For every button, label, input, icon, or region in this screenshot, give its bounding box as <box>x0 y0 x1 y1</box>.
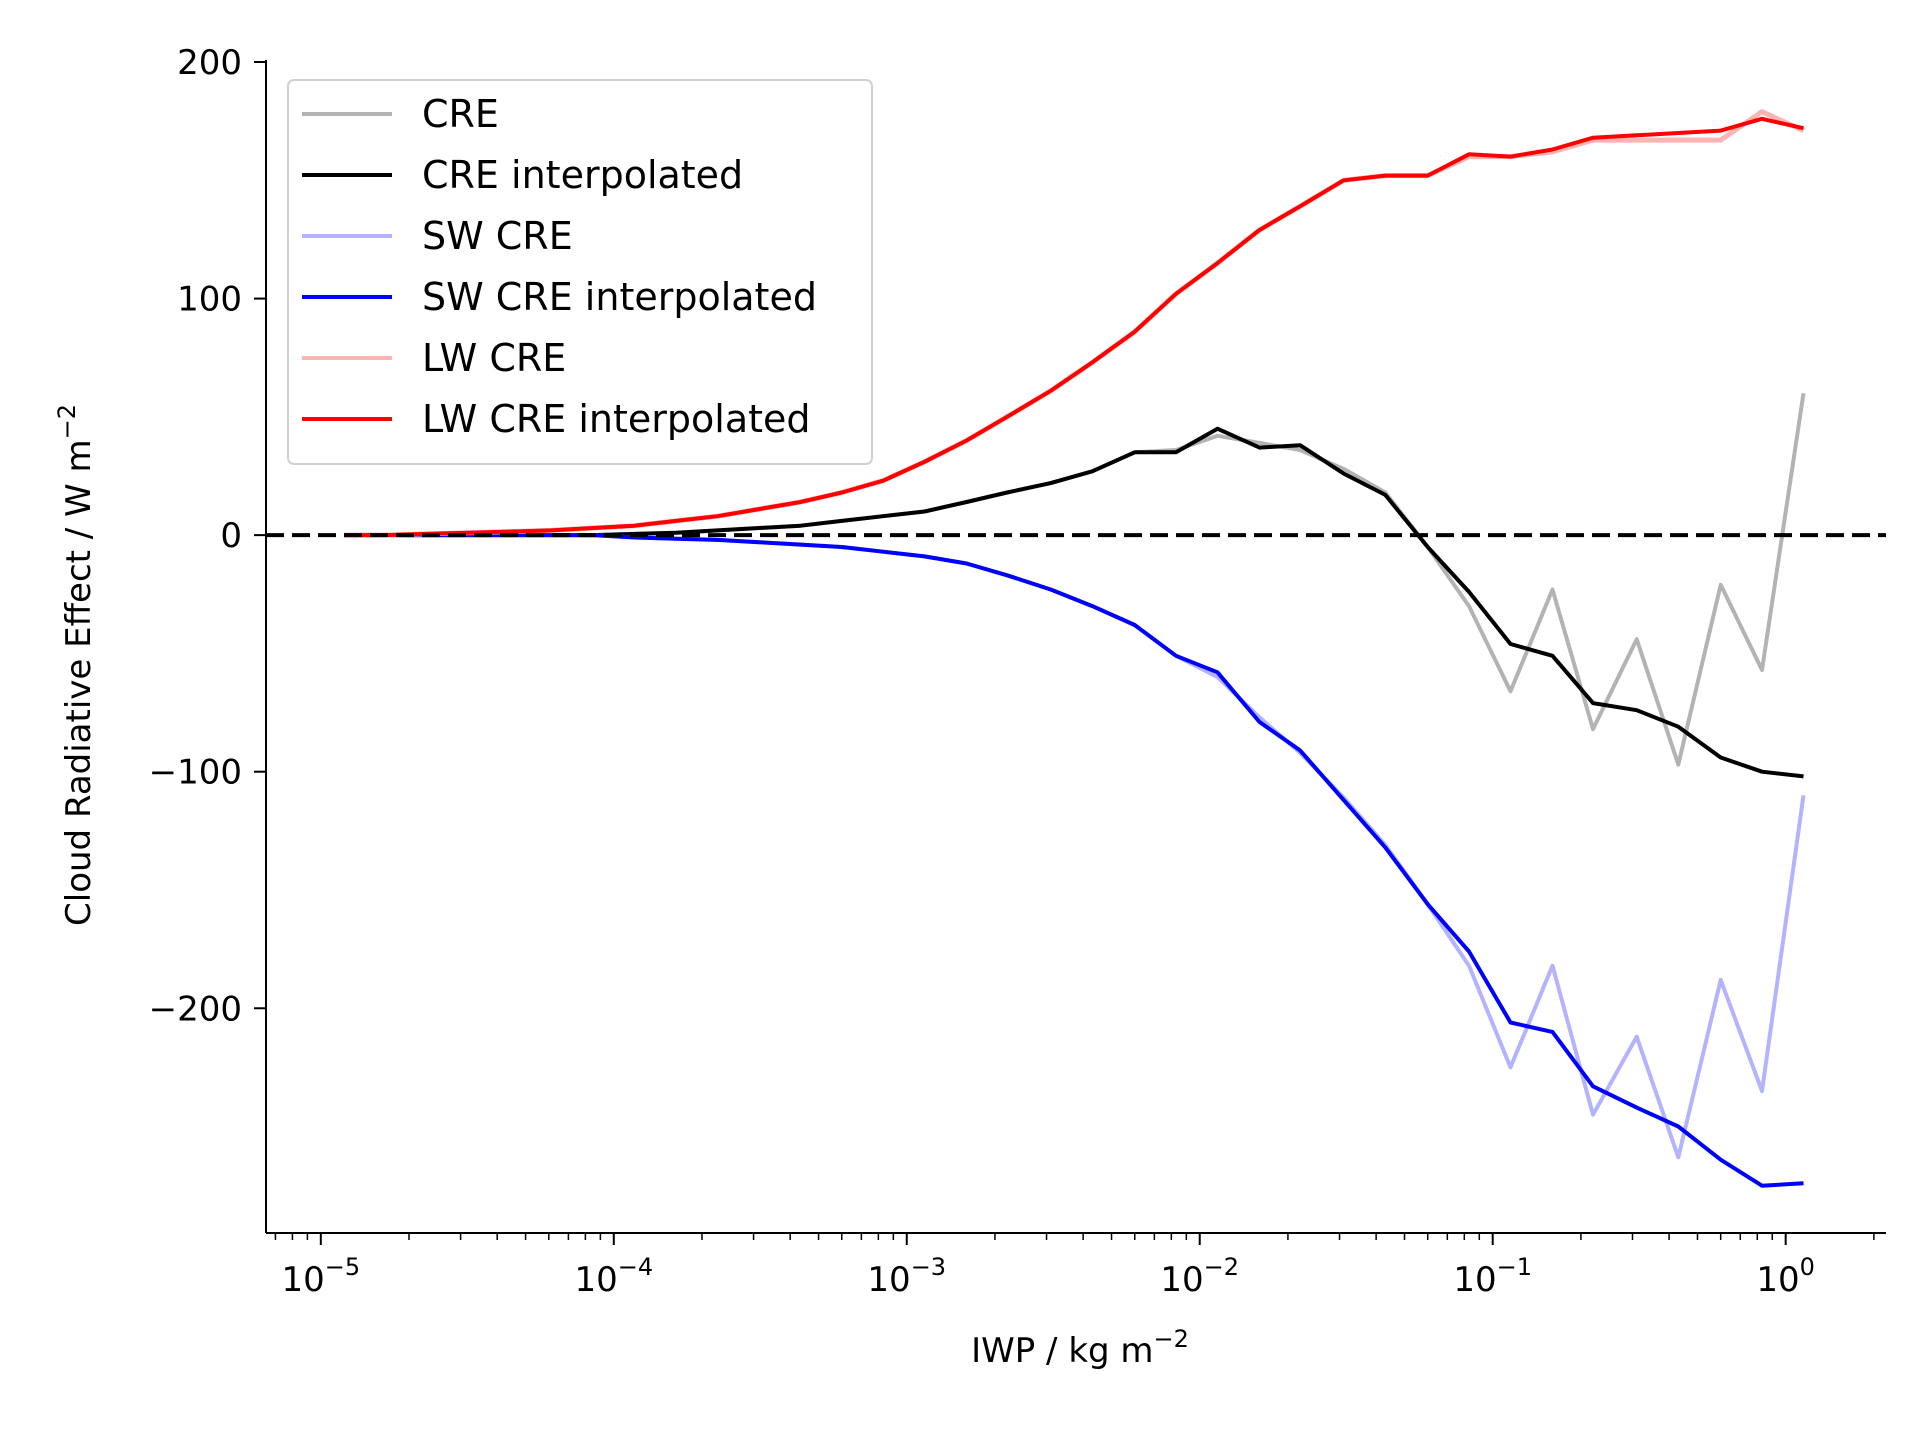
y-tick-label: 0 <box>220 516 242 556</box>
x-tick-label: 100 <box>1756 1253 1815 1300</box>
legend-label-5: LW CRE interpolated <box>422 397 811 441</box>
legend: CRE CRE interpolated SW CRE SW CRE interpol… <box>287 79 873 465</box>
legend-label-4: LW CRE <box>422 336 566 380</box>
y-tick-label: −100 <box>149 753 242 793</box>
y-tick-label: 100 <box>177 280 242 320</box>
x-tick-label: 10−3 <box>867 1253 946 1300</box>
y-axis-label: Cloud Radiative Effect / W m−2 <box>53 404 99 926</box>
series-line-5 <box>344 116 1804 538</box>
x-axis-label: IWP / kg m−2 <box>971 1325 1189 1371</box>
x-tick-label: 10−5 <box>281 1253 360 1300</box>
legend-label-3: SW CRE interpolated <box>422 275 817 319</box>
legend-label-2: SW CRE <box>422 214 573 258</box>
series-layer <box>266 109 1886 1188</box>
x-tick-label: 10−2 <box>1160 1253 1239 1300</box>
legend-label-0: CRE <box>422 92 499 136</box>
series-line-2 <box>344 533 1806 1160</box>
y-tick-label: 200 <box>177 43 242 83</box>
x-tick-label: 10−1 <box>1453 1253 1532 1300</box>
x-tick-label: 10−4 <box>574 1253 653 1300</box>
legend-box <box>287 79 873 465</box>
legend-label-1: CRE interpolated <box>422 153 743 197</box>
y-tick-label: −200 <box>149 989 242 1029</box>
axes-layer: 200 100 0 −100 −200 10−5 10−4 10−3 10−2 10−1 100 <box>149 43 1886 1300</box>
series-line-1 <box>344 426 1804 779</box>
